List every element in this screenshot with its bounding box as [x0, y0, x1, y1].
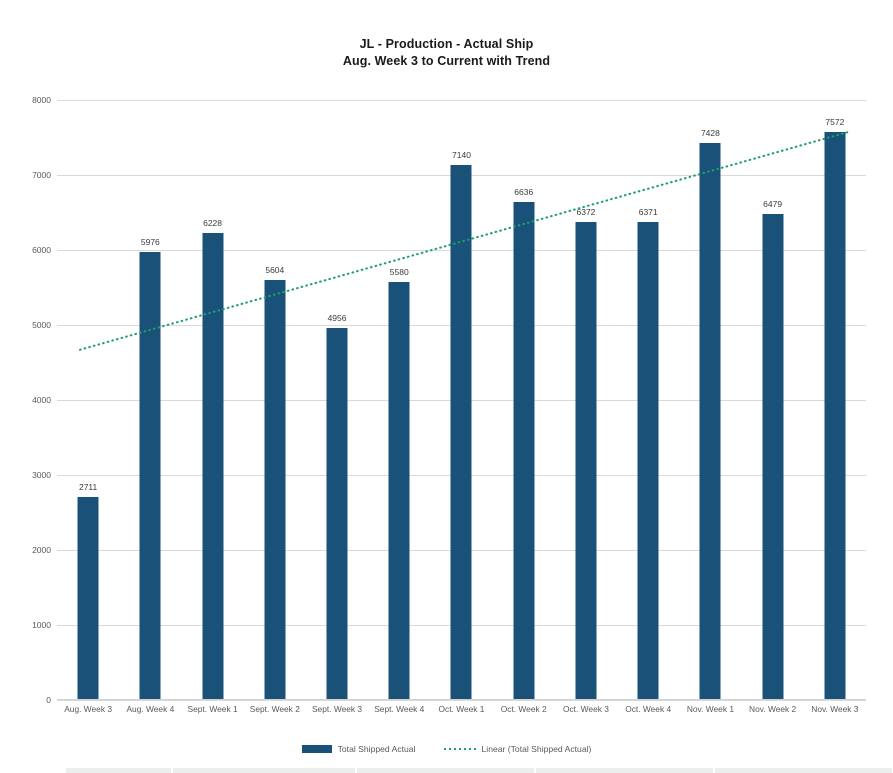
bar[interactable]	[513, 202, 535, 700]
spreadsheet-row-sliver	[0, 765, 893, 773]
bar-slot: 6479	[742, 100, 804, 700]
bar-data-label: 5976	[140, 236, 160, 247]
bar[interactable]	[264, 279, 286, 700]
y-axis-tick-label: 8000	[32, 95, 51, 105]
spreadsheet-cell	[66, 768, 172, 773]
bar[interactable]	[575, 222, 597, 700]
bar-slot: 6228	[181, 100, 243, 700]
bar-slot: 7572	[804, 100, 866, 700]
y-axis-tick-label: 7000	[32, 170, 51, 180]
bar-slot: 6636	[493, 100, 555, 700]
bar[interactable]	[699, 142, 721, 700]
y-axis-tick-label: 4000	[32, 395, 51, 405]
bar[interactable]	[637, 222, 659, 700]
bar-data-label: 6371	[638, 207, 658, 218]
bar-data-label: 2711	[78, 481, 98, 492]
legend-item-linear-trend[interactable]: Linear (Total Shipped Actual)	[443, 744, 592, 754]
bar-slot: 4956	[306, 100, 368, 700]
chart-title: JL - Production - Actual Ship Aug. Week …	[0, 36, 893, 70]
bar-data-label: 4956	[327, 313, 347, 324]
spreadsheet-cell	[536, 768, 714, 773]
gridline	[57, 100, 866, 101]
legend-dotted-line-swatch-icon	[443, 745, 476, 753]
bar-slot: 5580	[368, 100, 430, 700]
x-axis-tick-label: Oct. Week 1	[438, 704, 485, 714]
bar-data-label: 6479	[763, 199, 783, 210]
bar-slot: 5976	[119, 100, 181, 700]
chart-title-line1: JL - Production - Actual Ship	[359, 37, 534, 51]
x-axis-tick-label: Nov. Week 2	[749, 704, 797, 714]
x-axis-tick-label: Sept. Week 3	[311, 704, 363, 714]
spreadsheet-cell	[357, 768, 535, 773]
y-axis-tick-label: 1000	[32, 620, 51, 630]
spreadsheet-cell	[173, 768, 356, 773]
bar-data-label: 7140	[452, 149, 471, 160]
bar-data-label: 7572	[825, 117, 845, 128]
bar-data-label: 6636	[514, 187, 534, 198]
bar[interactable]	[77, 496, 99, 700]
x-axis-tick-label: Nov. Week 3	[811, 704, 859, 714]
bar[interactable]	[139, 251, 161, 700]
x-axis-tick-label: Nov. Week 1	[686, 704, 735, 714]
bar-slot: 6371	[617, 100, 679, 700]
y-axis-tick-label: 6000	[32, 245, 51, 255]
y-axis-tick-label: 5000	[32, 320, 51, 330]
bar-slot: 7428	[679, 100, 741, 700]
bar-data-label: 6228	[203, 217, 223, 228]
y-axis-tick-label: 3000	[32, 470, 51, 480]
x-axis-tick-label: Sept. Week 1	[187, 704, 238, 714]
legend-item-label: Total Shipped Actual	[337, 744, 416, 754]
bar[interactable]	[326, 328, 348, 700]
x-axis-baseline	[57, 699, 866, 700]
y-axis-tick-label: 0	[46, 695, 51, 705]
chart-legend: Total Shipped Actual Linear (Total Shipp…	[0, 744, 893, 754]
x-axis-tick-label: Oct. Week 3	[562, 704, 609, 714]
y-axis-tick-label: 2000	[32, 545, 51, 555]
bar-data-label: 7428	[700, 127, 720, 138]
bar[interactable]	[824, 132, 846, 700]
gridline	[57, 700, 866, 701]
bar[interactable]	[388, 281, 410, 700]
bar[interactable]	[450, 164, 472, 700]
bar[interactable]	[202, 232, 224, 700]
bar-slot: 5604	[244, 100, 306, 700]
bar-slot: 6372	[555, 100, 617, 700]
spreadsheet-cell	[715, 768, 893, 773]
y-axis: 8000 7000 6000 5000 4000 3000 2000 1000 0	[8, 95, 51, 705]
legend-bar-swatch-icon	[301, 745, 332, 753]
legend-item-total-shipped-actual[interactable]: Total Shipped Actual	[301, 744, 416, 754]
x-axis-tick-label: Oct. Week 4	[625, 704, 672, 714]
x-axis: Aug. Week 3 Aug. Week 4 Sept. Week 1 Sept. …	[57, 704, 866, 720]
legend-item-label: Linear (Total Shipped Actual)	[481, 744, 592, 754]
bar-data-label: 6372	[576, 207, 596, 218]
x-axis-tick-label: Aug. Week 4	[126, 704, 175, 714]
bar-slot: 2711	[57, 100, 119, 700]
chart-title-line2: Aug. Week 3 to Current with Trend	[342, 54, 551, 68]
x-axis-tick-label: Oct. Week 2	[500, 704, 547, 714]
x-axis-tick-label: Aug. Week 3	[64, 704, 113, 714]
bar-slot: 7140	[430, 100, 492, 700]
bar[interactable]	[762, 214, 784, 700]
bar-data-label: 5580	[389, 266, 409, 277]
plot-area: 2711 5976 6228 5604 4956 5580 7140 6636 6372 6371…	[57, 100, 866, 701]
x-axis-tick-label: Sept. Week 4	[374, 704, 425, 714]
x-axis-tick-label: Sept. Week 2	[249, 704, 300, 714]
bar-data-label: 5604	[265, 264, 285, 275]
